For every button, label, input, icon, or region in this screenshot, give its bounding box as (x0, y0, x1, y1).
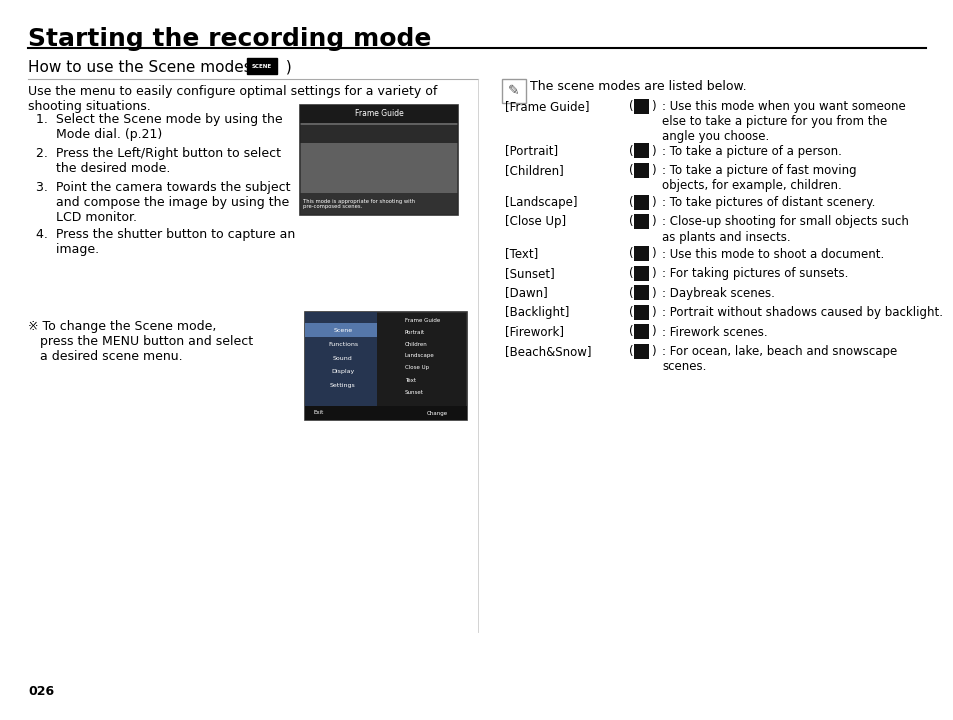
Text: (: ( (628, 145, 633, 158)
FancyBboxPatch shape (299, 105, 457, 123)
Text: [Dawn]: [Dawn] (504, 287, 547, 300)
Text: Display: Display (331, 369, 355, 374)
Text: : Portrait without shadows caused by backlight.: : Portrait without shadows caused by bac… (661, 306, 942, 319)
Text: Frame Guide: Frame Guide (405, 318, 439, 323)
Text: : Use this mode when you want someone
else to take a picture for you from the
an: : Use this mode when you want someone el… (661, 100, 904, 143)
FancyBboxPatch shape (299, 125, 457, 143)
FancyBboxPatch shape (634, 214, 649, 229)
Text: (: ( (628, 164, 633, 177)
Text: ※ To change the Scene mode,
   press the MENU button and select
   a desired sce: ※ To change the Scene mode, press the ME… (28, 320, 253, 363)
Text: : Use this mode to shoot a document.: : Use this mode to shoot a document. (661, 248, 883, 261)
Text: Scene: Scene (334, 328, 353, 333)
Text: ): ) (650, 248, 655, 261)
FancyBboxPatch shape (305, 323, 376, 337)
Text: [Portrait]: [Portrait] (504, 145, 558, 158)
FancyBboxPatch shape (634, 324, 649, 339)
Text: ): ) (650, 196, 655, 209)
Text: [Beach&Snow]: [Beach&Snow] (504, 345, 591, 358)
Text: ): ) (650, 100, 655, 113)
Text: : To take a picture of a person.: : To take a picture of a person. (661, 145, 841, 158)
Text: (: ( (628, 287, 633, 300)
FancyBboxPatch shape (634, 305, 649, 320)
FancyBboxPatch shape (634, 99, 649, 114)
Text: (: ( (628, 267, 633, 280)
Text: SCENE: SCENE (252, 63, 272, 68)
Text: : For ocean, lake, beach and snowscape
scenes.: : For ocean, lake, beach and snowscape s… (661, 345, 897, 373)
Text: [Frame Guide]: [Frame Guide] (504, 100, 589, 113)
Text: [Firework]: [Firework] (504, 325, 563, 338)
Text: Children: Children (405, 341, 427, 346)
FancyBboxPatch shape (299, 193, 457, 215)
Text: : Firework scenes.: : Firework scenes. (661, 325, 767, 338)
Text: (: ( (628, 248, 633, 261)
Text: (: ( (628, 345, 633, 358)
Text: Change: Change (426, 410, 447, 415)
Text: 026: 026 (28, 685, 54, 698)
FancyBboxPatch shape (247, 58, 276, 74)
Text: Portrait: Portrait (405, 330, 425, 335)
Text: ): ) (650, 306, 655, 319)
Text: 1.  Select the Scene mode by using the
     Mode dial. (p.21): 1. Select the Scene mode by using the Mo… (36, 113, 282, 141)
FancyBboxPatch shape (634, 163, 649, 178)
Text: This mode is appropriate for shooting with
pre-composed scenes.: This mode is appropriate for shooting wi… (303, 199, 415, 210)
Text: How to use the Scene modes (: How to use the Scene modes ( (28, 60, 262, 75)
Text: Functions: Functions (328, 341, 357, 346)
FancyBboxPatch shape (634, 194, 649, 210)
FancyBboxPatch shape (305, 312, 376, 406)
Text: Text: Text (405, 377, 416, 382)
FancyBboxPatch shape (299, 105, 457, 215)
Text: ): ) (650, 215, 655, 228)
Text: (: ( (628, 325, 633, 338)
Text: Sound: Sound (333, 356, 353, 361)
Text: ): ) (650, 287, 655, 300)
Text: Frame Guide: Frame Guide (355, 109, 403, 119)
Text: : To take a picture of fast moving
objects, for example, children.: : To take a picture of fast moving objec… (661, 164, 856, 192)
Text: The scene modes are listed below.: The scene modes are listed below. (530, 80, 746, 93)
Text: [Text]: [Text] (504, 248, 537, 261)
Text: : For taking pictures of sunsets.: : For taking pictures of sunsets. (661, 267, 847, 280)
Text: [Children]: [Children] (504, 164, 563, 177)
FancyBboxPatch shape (305, 406, 467, 420)
Text: Landscape: Landscape (405, 354, 435, 359)
FancyBboxPatch shape (634, 143, 649, 158)
Text: ): ) (650, 267, 655, 280)
Text: Close Up: Close Up (405, 366, 429, 371)
FancyBboxPatch shape (634, 266, 649, 281)
Text: : Close-up shooting for small objects such
as plants and insects.: : Close-up shooting for small objects su… (661, 215, 908, 243)
Text: : Daybreak scenes.: : Daybreak scenes. (661, 287, 774, 300)
Text: 4.  Press the shutter button to capture an
     image.: 4. Press the shutter button to capture a… (36, 228, 294, 256)
Text: ): ) (650, 345, 655, 358)
Text: 2.  Press the Left/Right button to select
     the desired mode.: 2. Press the Left/Right button to select… (36, 147, 281, 175)
Text: : To take pictures of distant scenery.: : To take pictures of distant scenery. (661, 196, 875, 209)
Text: Starting the recording mode: Starting the recording mode (28, 27, 431, 51)
FancyBboxPatch shape (634, 343, 649, 359)
Text: [Backlight]: [Backlight] (504, 306, 569, 319)
FancyBboxPatch shape (634, 246, 649, 261)
Text: [Landscape]: [Landscape] (504, 196, 577, 209)
Text: [Sunset]: [Sunset] (504, 267, 554, 280)
FancyBboxPatch shape (634, 285, 649, 300)
Text: (: ( (628, 215, 633, 228)
Text: (: ( (628, 196, 633, 209)
Text: [Close Up]: [Close Up] (504, 215, 565, 228)
Text: ): ) (650, 325, 655, 338)
FancyBboxPatch shape (305, 312, 467, 420)
Text: Use the menu to easily configure optimal settings for a variety of
shooting situ: Use the menu to easily configure optimal… (28, 85, 436, 113)
Text: 3.  Point the camera towards the subject
     and compose the image by using the: 3. Point the camera towards the subject … (36, 181, 291, 224)
Text: ): ) (281, 60, 292, 75)
Text: Sunset: Sunset (405, 390, 423, 395)
FancyBboxPatch shape (501, 79, 525, 103)
Text: Settings: Settings (330, 384, 355, 389)
Text: (: ( (628, 100, 633, 113)
Text: ): ) (650, 145, 655, 158)
Text: ✎: ✎ (508, 84, 519, 98)
Text: (: ( (628, 306, 633, 319)
Text: Exit: Exit (314, 410, 324, 415)
Text: ): ) (650, 164, 655, 177)
